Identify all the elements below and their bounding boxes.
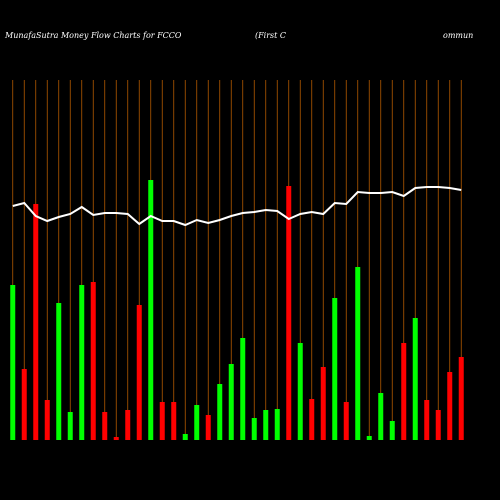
bar [412, 318, 418, 440]
bar [21, 369, 27, 440]
chart-title: ommun [443, 31, 473, 40]
chart-title: MunafaSutra Money Flow Charts for FCCO [4, 31, 182, 40]
bar [228, 364, 234, 440]
bar [10, 285, 16, 440]
bar [424, 400, 430, 440]
bar [458, 357, 464, 440]
bar [205, 415, 211, 440]
bar [320, 367, 326, 440]
bar [171, 402, 177, 440]
bar [401, 343, 407, 440]
bar [240, 338, 246, 440]
bar [102, 412, 108, 440]
chart-title: (First C [255, 31, 286, 40]
bar [67, 412, 73, 440]
bar [435, 410, 441, 440]
bar [263, 410, 269, 440]
bar [378, 393, 384, 440]
bar [343, 402, 349, 440]
bar [159, 402, 165, 440]
bar [447, 372, 453, 440]
bar [90, 282, 96, 440]
bar [148, 180, 154, 440]
bar [389, 421, 395, 440]
bar [182, 434, 188, 440]
bar [79, 285, 85, 440]
bar [125, 410, 131, 440]
bar [332, 298, 338, 440]
bar [136, 305, 142, 440]
bar [274, 409, 280, 440]
bar [366, 436, 372, 440]
bar [309, 399, 315, 440]
bar [217, 384, 223, 440]
bar [44, 400, 50, 440]
bar [56, 303, 62, 440]
bar [33, 204, 39, 440]
bar [286, 186, 292, 440]
bar [297, 343, 303, 440]
money-flow-line [12, 186, 462, 227]
bar [194, 405, 200, 440]
bar [251, 418, 257, 440]
bar [355, 267, 361, 440]
bar [113, 437, 119, 440]
